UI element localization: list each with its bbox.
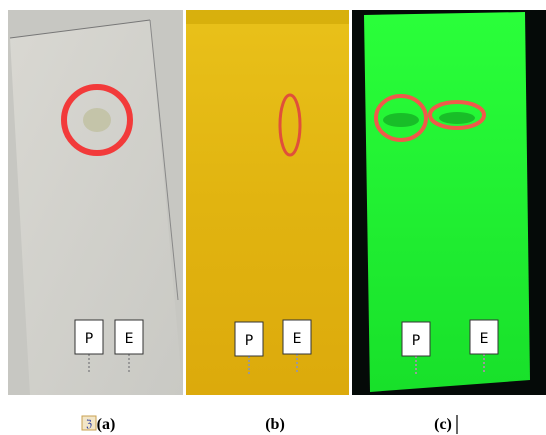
plate-top — [186, 10, 349, 24]
marker-label: P — [412, 333, 420, 349]
spot — [439, 112, 475, 124]
plate — [186, 10, 349, 395]
marker-label: P — [85, 331, 93, 347]
spot — [83, 108, 111, 132]
marker-label: P — [245, 333, 253, 349]
plate — [364, 12, 530, 392]
marker-label: E — [125, 331, 134, 347]
panel-c — [352, 10, 546, 395]
caption: (c) — [434, 416, 452, 433]
marker-label: E — [293, 331, 302, 347]
spot — [383, 113, 419, 127]
page: PEPEPE ℨ (a) (b) (c) (() => { const data… — [0, 0, 546, 435]
figure: P E P E P E ℨ (a) (b) (c) — [0, 0, 546, 435]
caption: (b) — [265, 416, 285, 433]
panel-b — [186, 10, 349, 395]
caption: (a) — [97, 416, 116, 433]
marker-label: E — [480, 331, 489, 347]
icon-glyph: ℨ — [86, 419, 92, 430]
